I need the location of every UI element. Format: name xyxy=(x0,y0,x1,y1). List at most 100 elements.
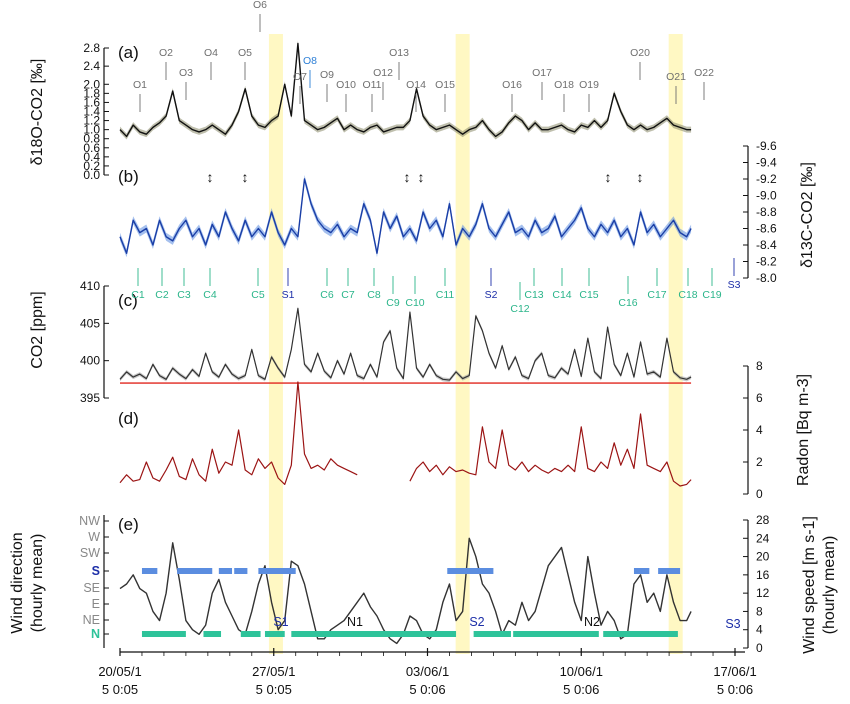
oxygen-event-label-4: O4 xyxy=(204,47,218,59)
south-band-2 xyxy=(218,568,233,574)
x-tick-label-2: 03/06/1 xyxy=(406,664,449,679)
x-tick-sublabel-2: 5 0:06 xyxy=(409,682,445,697)
carbon-event-label-9: C8 xyxy=(367,289,381,301)
y-tick-label-2-1: 400 xyxy=(80,354,100,368)
y-tick-label-0-1: 0.2 xyxy=(83,159,100,173)
oxygen-event-label-7: O7 xyxy=(293,71,307,83)
direction-label-s: S xyxy=(92,564,100,578)
series-line-1-0 xyxy=(119,178,692,254)
south-band-3 xyxy=(234,568,248,574)
oxygen-event-label-2: O2 xyxy=(159,47,173,59)
y-tick-label-1-6: -8.4 xyxy=(756,238,777,252)
y-tick-label-4-5: 20 xyxy=(756,550,770,564)
y-tick-label-4-2: 8 xyxy=(756,604,763,618)
direction-label-w: W xyxy=(88,530,100,544)
y-title-radon: Radon [Bq m-3] xyxy=(795,374,812,486)
x-tick-sublabel-0: 5 0:05 xyxy=(102,682,138,697)
carbon-event-label-21: C19 xyxy=(702,289,721,301)
carbon-event-label-10: C9 xyxy=(386,297,400,309)
y-tick-label-0-7: 1.4 xyxy=(83,105,100,119)
panels xyxy=(119,40,692,645)
oxygen-event-label-3: O3 xyxy=(179,67,193,79)
y-tick-label-3-3: 6 xyxy=(756,391,763,405)
carbon-event-label-14: C12 xyxy=(510,303,529,315)
y-tick-label-1-4: -8.8 xyxy=(756,205,777,219)
carbon-event-label-19: C17 xyxy=(647,289,666,301)
oxygen-event-label-13: O13 xyxy=(389,47,409,59)
north-band-1 xyxy=(203,631,222,637)
regime-label-n1: N1 xyxy=(347,615,363,629)
double-arrow-marker-0: ↕ xyxy=(207,169,214,185)
double-arrow-marker-3: ↕ xyxy=(418,169,425,185)
panel-letter-panel_a: (a) xyxy=(118,43,139,62)
panel-letter-panel_b: (b) xyxy=(118,167,139,186)
oxygen-event-label-19: O19 xyxy=(579,79,599,91)
y-title-co2: CO2 [ppm] xyxy=(29,291,46,368)
carbon-event-label-18: C16 xyxy=(618,297,637,309)
oxygen-event-label-14: O14 xyxy=(406,79,426,91)
y-tick-label-0-9: 1.8 xyxy=(83,86,100,100)
direction-label-sw: SW xyxy=(80,546,100,560)
carbon-event-label-2: C2 xyxy=(155,289,169,301)
south-band-6 xyxy=(633,568,650,574)
oxygen-event-label-21: O21 xyxy=(666,71,686,83)
carbon-event-label-3: C3 xyxy=(177,289,191,301)
event-highlights xyxy=(268,34,683,654)
y-tick-label-3-4: 8 xyxy=(756,359,763,373)
carbon-event-label-17: C15 xyxy=(579,289,598,301)
regime-label-s3: S3 xyxy=(725,617,740,631)
event-band-1 xyxy=(268,34,283,654)
y-tick-label-4-7: 28 xyxy=(756,513,770,527)
y-tick-label-1-3: -9.0 xyxy=(756,189,777,203)
carbon-event-label-12: C11 xyxy=(436,289,455,301)
x-tick-label-0: 20/05/1 xyxy=(98,664,141,679)
y-tick-label-4-3: 12 xyxy=(756,586,770,600)
oxygen-event-label-9: O9 xyxy=(320,69,334,81)
panel-letter-panel_c: (c) xyxy=(118,291,138,310)
y-tick-label-3-2: 4 xyxy=(756,423,763,437)
carbon-event-label-16: C14 xyxy=(552,289,571,301)
carbon-event-label-1: C1 xyxy=(131,289,145,301)
oxygen-event-label-18: O18 xyxy=(554,79,574,91)
y-tick-label-0-10: 2.0 xyxy=(83,77,100,91)
regime-label-s2: S2 xyxy=(469,615,484,629)
carbon-event-label-8: C7 xyxy=(341,289,355,301)
event-band-3 xyxy=(668,34,683,654)
direction-label-nw: NW xyxy=(79,514,100,528)
north-band-0 xyxy=(141,631,186,637)
double-arrow-marker-2: ↕ xyxy=(404,169,411,185)
direction-label-e: E xyxy=(92,597,100,611)
x-tick-sublabel-3: 5 0:06 xyxy=(563,682,599,697)
south-band-4 xyxy=(258,568,296,574)
y-tick-label-3-1: 2 xyxy=(756,455,763,469)
y-tick-label-1-2: -9.2 xyxy=(756,172,777,186)
direction-label-se: SE xyxy=(83,581,100,595)
double-arrow-marker-1: ↕ xyxy=(242,169,249,185)
carbon-event-label-11: C10 xyxy=(405,297,424,309)
series-line-0-0 xyxy=(119,42,692,138)
x-tick-sublabel-4: 5 0:06 xyxy=(717,682,753,697)
x-tick-sublabel-1: 5 0:05 xyxy=(256,682,292,697)
axes: 0.00.20.40.60.81.01.21.41.61.82.0 2.4 2.8 -… xyxy=(9,41,838,697)
oxygen-event-label-11: O11 xyxy=(362,79,381,91)
panel-letter-panel_e: (e) xyxy=(118,515,139,534)
carbon-event-label-7: C6 xyxy=(320,289,334,301)
carbon-event-label-13: S2 xyxy=(485,289,498,301)
y-title-wind-direction-2: (hourly mean) xyxy=(29,534,46,633)
x-tick-label-4: 17/06/1 xyxy=(713,664,756,679)
carbon-event-label-5: C5 xyxy=(251,289,265,301)
x-tick-label-1: 27/05/1 xyxy=(252,664,295,679)
north-band-4 xyxy=(291,631,457,637)
oxygen-event-label-8: O8 xyxy=(303,55,317,67)
carbon-event-label-6: S1 xyxy=(282,289,295,301)
y-tick-label-0-3: 0.6 xyxy=(83,141,100,155)
y-tick-label-2-2: 405 xyxy=(80,316,100,330)
y-tick-label-3-0: 0 xyxy=(756,487,763,501)
direction-label-n: N xyxy=(91,627,100,641)
carbon-event-label-22: S3 xyxy=(728,279,741,291)
series-line-4-0 xyxy=(119,537,692,645)
y-title-wind-speed-2: (hourly mean) xyxy=(821,536,838,635)
y-title-oxygen: δ18O-CO2 [‰] xyxy=(29,59,46,166)
oxygen-event-label-20: O20 xyxy=(630,47,650,59)
